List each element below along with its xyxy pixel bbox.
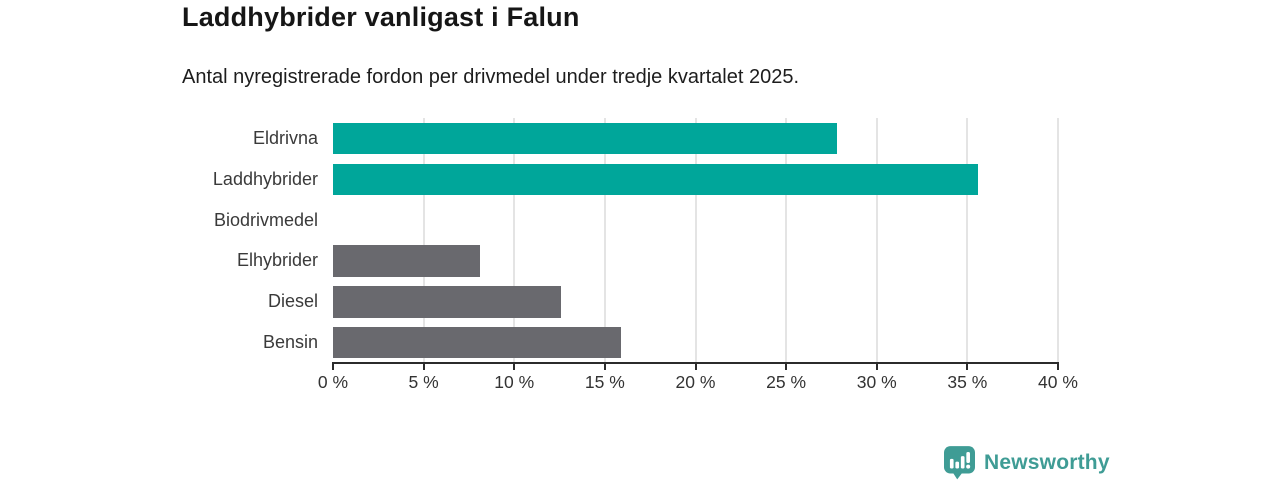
tick-mark [966, 364, 969, 370]
gridline [603, 118, 606, 363]
gridline [422, 118, 425, 363]
tick-label: 20 % [675, 372, 716, 392]
tick-mark [422, 364, 425, 370]
bar-diesel [333, 286, 562, 318]
gridline [875, 118, 878, 363]
tick-label: 40 % [1038, 372, 1078, 392]
category-label: Biodrivmedel [213, 209, 318, 230]
tick-label: 30 % [856, 372, 897, 392]
chart-subtitle: Antal nyregistrerade fordon per drivmede… [182, 66, 800, 88]
brand-footer: Newsworthy [944, 446, 1110, 480]
tick-label: 15 % [584, 372, 625, 392]
bar-elhybrider [333, 245, 480, 277]
tick-label: 0 % [317, 372, 349, 392]
gridline [785, 118, 788, 363]
chart-title: Laddhybrider vanligast i Falun [182, 2, 580, 32]
bar-chart-plot-area [333, 118, 1059, 363]
gridline [513, 118, 516, 363]
category-label: Elhybrider [236, 250, 318, 271]
brand-name: Newsworthy [984, 451, 1110, 474]
newsworthy-logo-icon [944, 446, 975, 480]
category-label: Laddhybrider [212, 168, 318, 189]
tick-mark [875, 364, 878, 370]
tick-label: 25 % [766, 372, 807, 392]
tick-mark [603, 364, 606, 370]
tick-label: 35 % [947, 372, 988, 392]
category-label: Bensin [262, 332, 318, 353]
tick-mark [332, 364, 334, 370]
gridline [694, 118, 697, 363]
tick-label: 10 % [494, 372, 535, 392]
tick-label: 5 % [408, 372, 439, 392]
x-axis-line [332, 362, 1059, 364]
tick-mark [694, 364, 697, 370]
gridline [1057, 118, 1059, 363]
bar-eldrivna [333, 122, 837, 155]
tick-mark [1057, 364, 1059, 370]
gridline [966, 118, 969, 363]
tick-mark [513, 364, 516, 370]
tick-mark [785, 364, 788, 370]
category-label: Diesel [267, 291, 318, 312]
bar-bensin [333, 326, 622, 359]
bar-laddhybrider [333, 163, 979, 195]
category-label: Eldrivna [252, 127, 318, 148]
